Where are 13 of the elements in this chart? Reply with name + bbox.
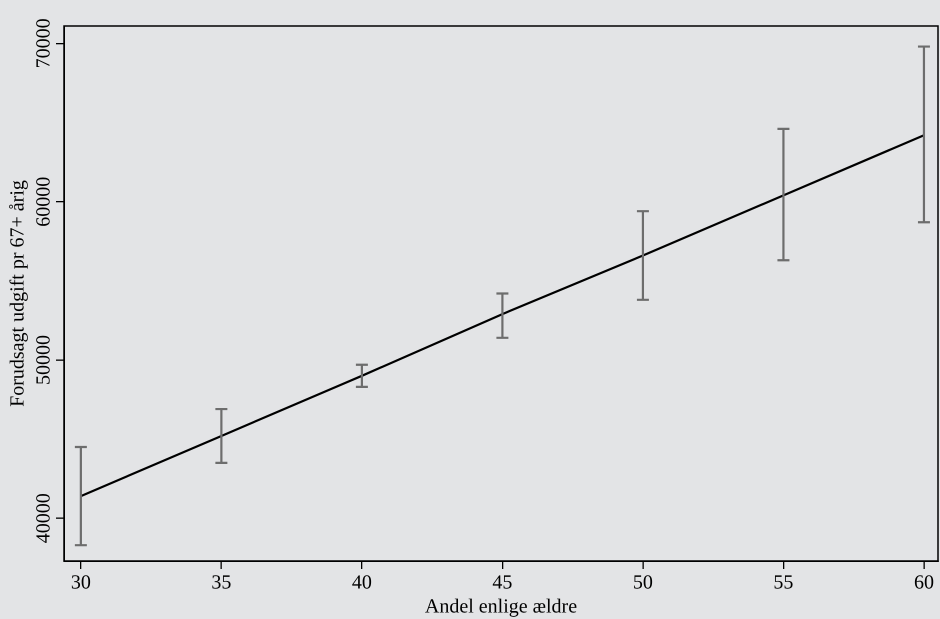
x-tick-label: 40 (352, 571, 372, 594)
y-tick-label: 70000 (32, 18, 54, 68)
y-tick-label: 50000 (32, 334, 54, 385)
x-axis-title: Andel enlige ældre (424, 595, 578, 618)
x-tick-label: 55 (773, 571, 794, 594)
x-tick-label: 45 (492, 571, 512, 594)
x-tick-label: 50 (632, 571, 653, 594)
x-tick-label: 60 (914, 571, 934, 594)
y-axis-title: Forudsagt udgift pr 67+ årig (6, 180, 28, 407)
x-tick-label: 30 (70, 571, 91, 594)
y-tick-label: 40000 (32, 493, 54, 544)
x-tick-label: 35 (211, 571, 232, 594)
y-tick-label: 60000 (32, 176, 54, 227)
